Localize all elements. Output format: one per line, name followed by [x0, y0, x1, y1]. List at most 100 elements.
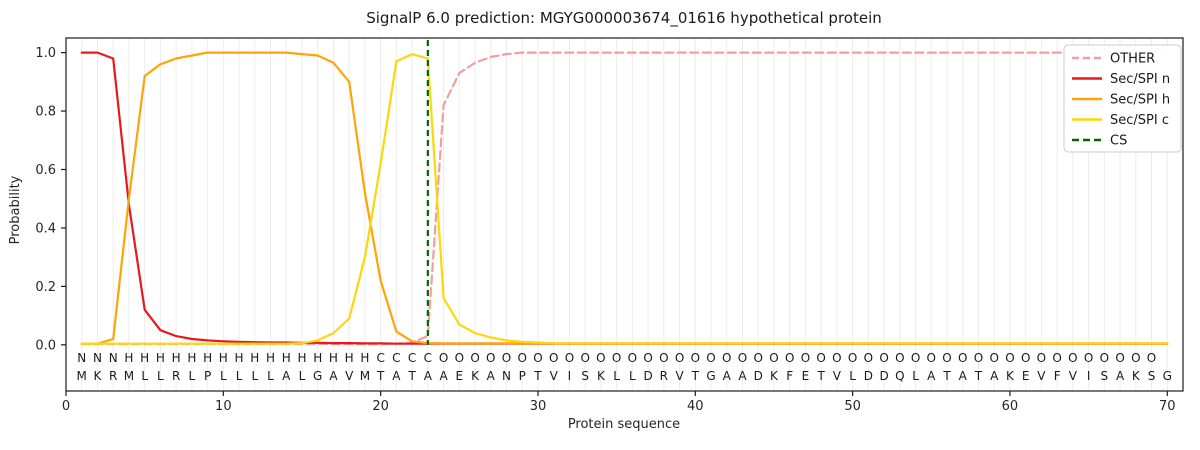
region-letter: O [518, 351, 527, 365]
aa-letter: G [1163, 369, 1172, 383]
aa-letter: G [313, 369, 322, 383]
aa-letter: V [833, 369, 842, 383]
region-letter: O [1131, 351, 1140, 365]
aa-letter: T [974, 369, 983, 383]
x-tick-label: 10 [215, 399, 232, 414]
aa-letter: L [299, 369, 306, 383]
aa-letter: D [754, 369, 763, 383]
region-letter: H [250, 351, 259, 365]
aa-letter: F [786, 369, 793, 383]
aa-letter: T [942, 369, 951, 383]
x-tick-label: 50 [844, 399, 861, 414]
region-letter: O [801, 351, 810, 365]
region-letter: O [691, 351, 700, 365]
region-letter: O [785, 351, 794, 365]
x-tick-label: 60 [1002, 399, 1019, 414]
region-letter: O [628, 351, 637, 365]
aa-letter: A [329, 369, 338, 383]
aa-letter: L [267, 369, 274, 383]
x-ticks-group: 0 10 20 30 40 50 60 70 [62, 391, 1176, 414]
series-line-sec-spi-n [80, 51, 1169, 345]
region-letter: O [455, 351, 464, 365]
region-letter: O [1084, 351, 1093, 365]
aa-letter: A [424, 369, 433, 383]
legend-label: Sec/SPI n [1110, 72, 1170, 87]
region-letter: N [77, 351, 86, 365]
region-letter: H [282, 351, 291, 365]
region-letter: O [927, 351, 936, 365]
region-letter: O [533, 351, 542, 365]
aa-letter: K [471, 369, 480, 383]
aa-letter: L [220, 369, 227, 383]
aa-letter: V [675, 369, 684, 383]
aa-letter: S [581, 369, 589, 383]
aa-letter: Q [895, 369, 904, 383]
aa-letter: D [864, 369, 873, 383]
aa-letter: A [282, 369, 291, 383]
aa-letter: L [613, 369, 620, 383]
aa-letter: A [738, 369, 747, 383]
region-letter: O [942, 351, 951, 365]
region-letter: O [1005, 351, 1014, 365]
region-letter: O [1068, 351, 1077, 365]
region-letter: O [879, 351, 888, 365]
aa-letter: A [487, 369, 496, 383]
region-letter: O [565, 351, 574, 365]
region-letter: O [753, 351, 762, 365]
gridlines-group [81, 39, 1168, 390]
aa-letter: L [912, 369, 919, 383]
region-letter: O [1100, 351, 1109, 365]
chart-title: SignalP 6.0 prediction: MGYG000003674_01… [366, 9, 882, 28]
aa-letter: L [157, 369, 164, 383]
x-tick-label: 30 [530, 399, 547, 414]
aa-letter: T [816, 369, 825, 383]
region-letter: O [580, 351, 589, 365]
y-tick-label: 0.4 [35, 221, 56, 236]
region-letter: H [266, 351, 275, 365]
region-letter: H [187, 351, 196, 365]
region-letter: C [424, 351, 432, 365]
region-letter: O [722, 351, 731, 365]
region-letter: O [974, 351, 983, 365]
aa-letter: S [1101, 369, 1109, 383]
x-axis-label: Protein sequence [568, 417, 680, 432]
region-letter: O [738, 351, 747, 365]
aa-letter: V [345, 369, 354, 383]
aa-letter: S [1148, 369, 1156, 383]
y-tick-label: 0.8 [35, 105, 56, 120]
aa-letter: L [849, 369, 856, 383]
region-letter: O [864, 351, 873, 365]
aa-letter: L [141, 369, 148, 383]
aa-letter: A [990, 369, 999, 383]
region-letter: H [345, 351, 354, 365]
region-letter: O [612, 351, 621, 365]
y-tick-label: 1.0 [35, 46, 56, 61]
aa-letter: L [251, 369, 258, 383]
aa-letter: L [629, 369, 636, 383]
aa-letter: A [927, 369, 936, 383]
y-axis-label: Probability [8, 175, 23, 244]
region-letter: H [313, 351, 322, 365]
region-letter: O [989, 351, 998, 365]
aa-letter: A [392, 369, 401, 383]
aa-letter: P [519, 369, 526, 383]
region-letter: O [1052, 351, 1061, 365]
aa-letter: E [1022, 369, 1030, 383]
region-letter: O [470, 351, 479, 365]
aa-letter: E [802, 369, 810, 383]
region-letter: O [1021, 351, 1030, 365]
plot-border [65, 37, 1184, 392]
aa-letter: F [1054, 369, 1061, 383]
legend-label: OTHER [1110, 52, 1155, 67]
aa-letter: K [1006, 369, 1015, 383]
region-letter: O [895, 351, 904, 365]
aa-letter: I [568, 369, 572, 383]
aa-letter: K [94, 369, 103, 383]
aa-letter: A [1116, 369, 1125, 383]
legend: OTHER Sec/SPI n Sec/SPI h Sec/SPI c CS [1063, 44, 1182, 153]
aa-letter: K [1132, 369, 1141, 383]
aa-letter: R [172, 369, 180, 383]
aa-letter: A [959, 369, 968, 383]
